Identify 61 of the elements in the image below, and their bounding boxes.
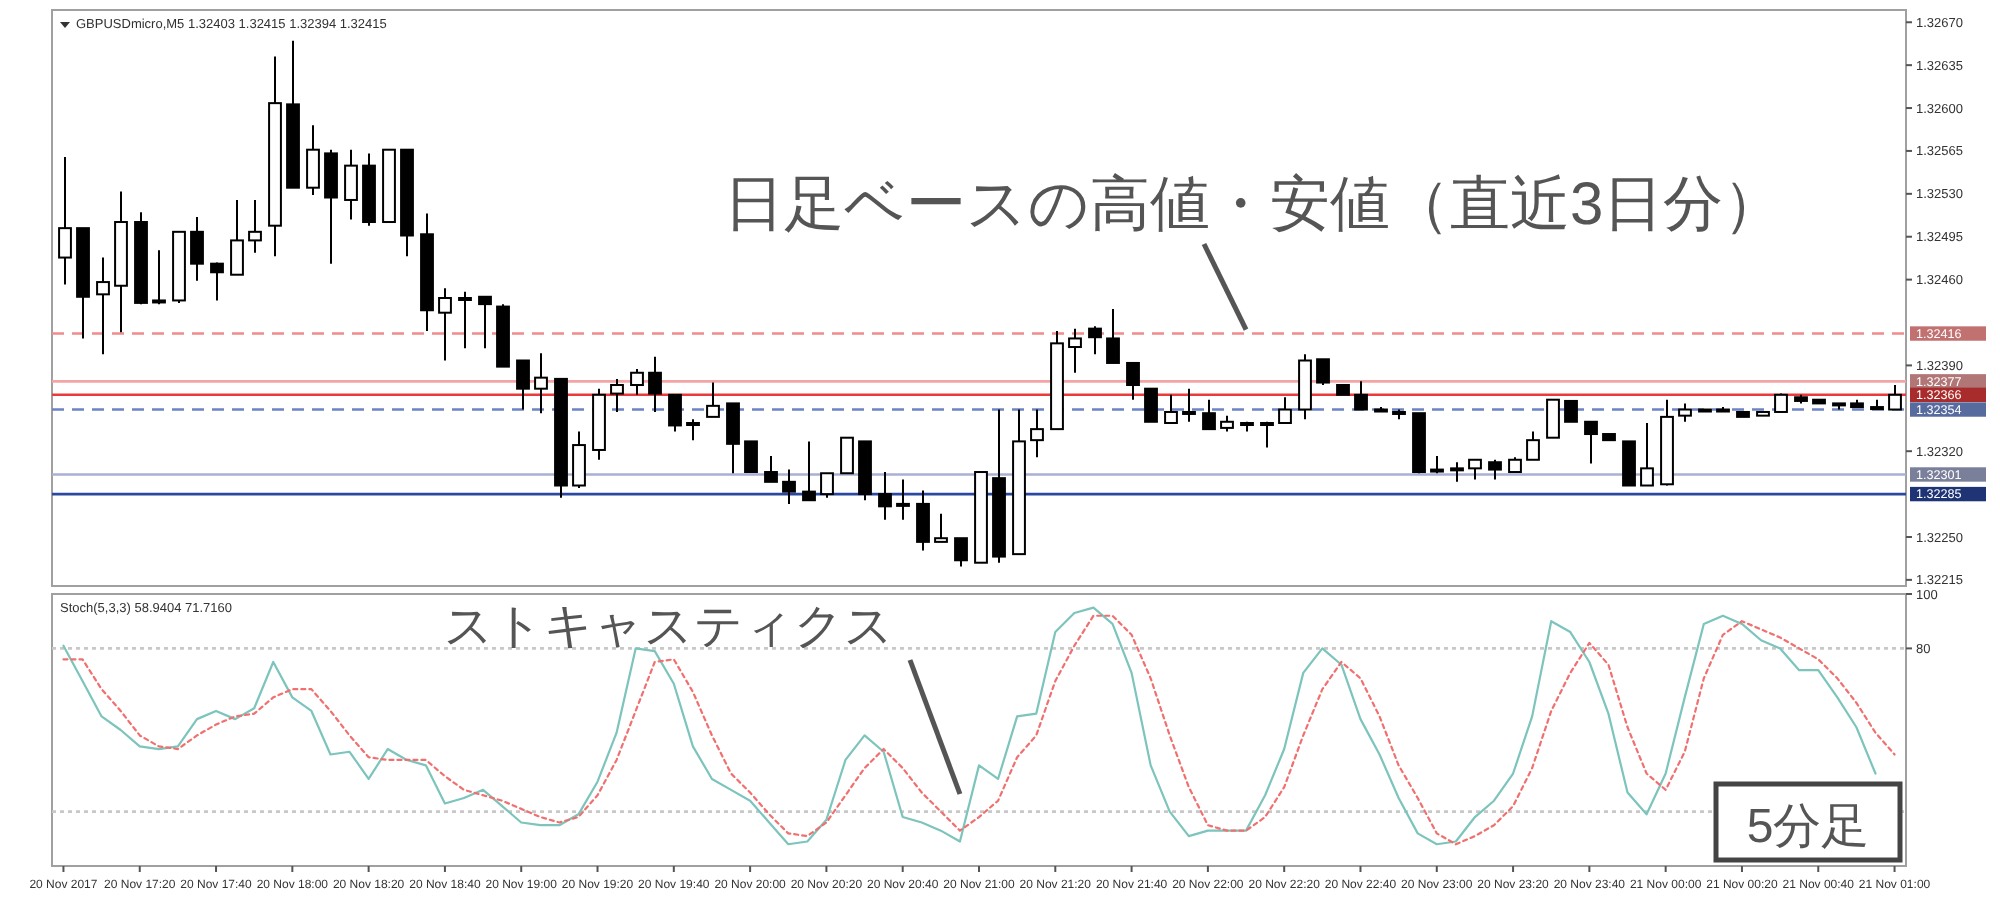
candlestick	[58, 156, 72, 286]
candlestick	[478, 295, 492, 350]
candlestick	[954, 537, 968, 568]
candlestick	[1468, 458, 1482, 481]
candlestick	[1278, 396, 1292, 424]
candlestick	[630, 368, 644, 396]
candlestick	[516, 359, 530, 411]
candlestick	[572, 430, 586, 489]
candlestick	[1164, 393, 1178, 424]
candlestick	[230, 198, 244, 276]
candlestick	[782, 468, 796, 505]
candlestick	[934, 512, 948, 543]
candlestick	[96, 256, 110, 356]
candlestick	[438, 287, 452, 362]
candlestick	[744, 440, 758, 474]
candlestick	[190, 216, 204, 282]
candlestick	[840, 436, 854, 475]
candlestick	[306, 124, 320, 197]
candlestick	[1622, 440, 1636, 487]
candlestick	[916, 489, 930, 552]
candlestick	[1260, 420, 1274, 449]
candlestick	[1450, 461, 1464, 483]
candlestick	[1888, 384, 1902, 411]
candlestick	[1640, 422, 1654, 487]
candlestick	[1088, 325, 1102, 356]
candlestick	[802, 440, 816, 502]
candlestick	[1030, 408, 1044, 459]
candlestick	[1564, 399, 1578, 423]
candlestick	[210, 261, 224, 302]
candlestick	[1354, 380, 1368, 411]
annotation: 日足ベースの高値・安値（直近3日分）	[724, 172, 1784, 238]
candlestick	[668, 393, 682, 433]
candlestick	[1182, 387, 1196, 423]
candlestick	[878, 471, 892, 521]
candlestick	[1546, 398, 1560, 439]
candlestick	[1488, 458, 1502, 481]
candlestick	[726, 402, 740, 475]
candlestick	[820, 472, 834, 499]
candlestick	[1316, 358, 1330, 387]
candlestick	[1126, 361, 1140, 401]
candlestick	[1106, 308, 1120, 364]
candlestick	[458, 290, 472, 350]
annotation: 5分足	[1746, 800, 1870, 854]
candlestick	[1526, 430, 1540, 461]
candlestick	[764, 455, 778, 483]
candlestick	[610, 377, 624, 413]
candlestick	[152, 249, 166, 306]
candlestick	[534, 352, 548, 415]
candlestick	[648, 355, 662, 413]
annotation: ストキャスティクス	[444, 600, 894, 654]
candlestick	[344, 148, 358, 221]
candlestick	[1584, 420, 1598, 465]
candlestick	[1202, 398, 1216, 431]
candlestick	[1678, 402, 1692, 423]
candlestick	[248, 198, 262, 254]
candlestick	[1144, 387, 1158, 423]
candlestick	[324, 148, 338, 265]
candlestick	[686, 418, 700, 442]
candlestick	[896, 478, 910, 521]
candlestick	[1068, 327, 1082, 374]
candlestick	[706, 381, 720, 418]
